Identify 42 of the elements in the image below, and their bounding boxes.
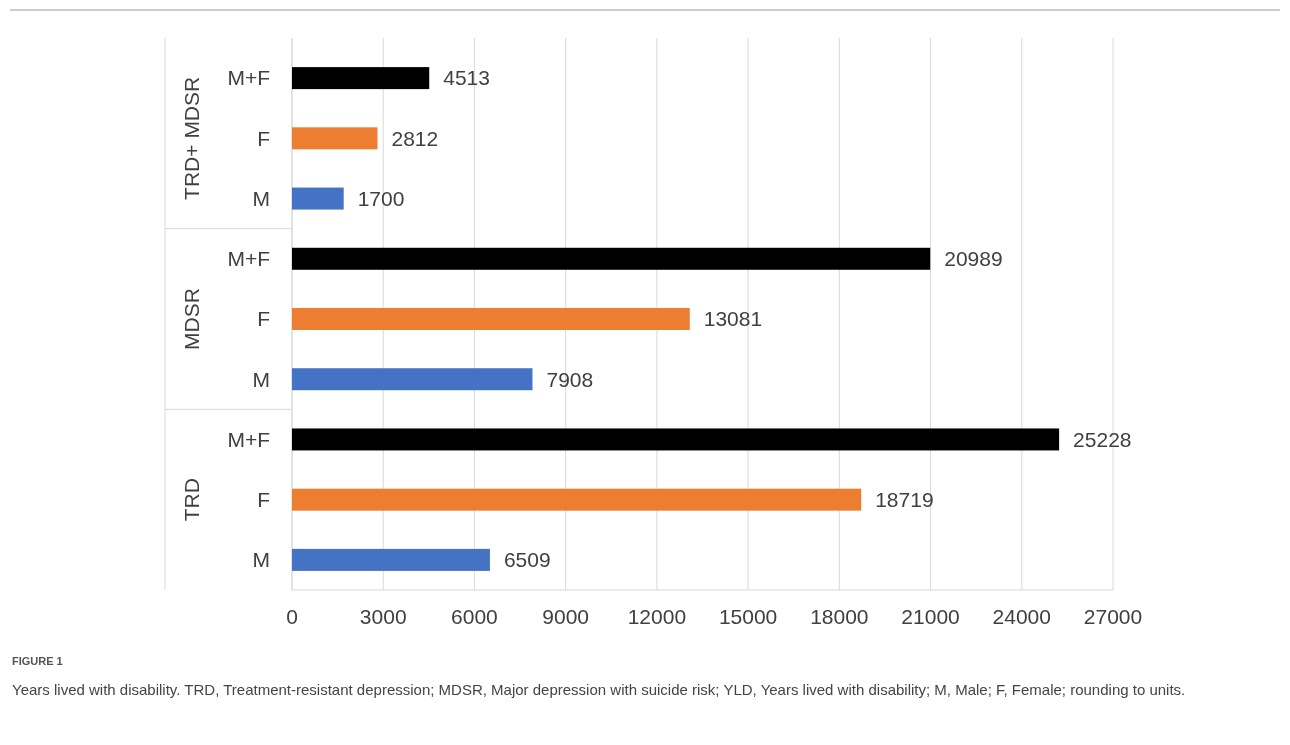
- x-tick-label: 9000: [542, 605, 590, 628]
- y-tick-label: M: [252, 367, 270, 391]
- data-label: 20989: [944, 247, 1003, 271]
- data-label: 25228: [1073, 427, 1132, 451]
- bar: [292, 428, 1060, 451]
- x-tick-label: 6000: [451, 605, 498, 628]
- text: Years lived with disability. TRD, Treatment-resistant depression; MDSR, Major depression with suicide risk; YLD, Years lived with disability; M, Male; F, Female; rounding to units.: [12, 680, 1187, 700]
- bar: [292, 187, 344, 210]
- text: MDSR: [180, 288, 204, 350]
- bar: [292, 548, 490, 571]
- x-tick-label: 0: [286, 605, 298, 628]
- y-tick-label: M+F: [227, 66, 270, 90]
- x-tick-label: 24000: [992, 605, 1051, 628]
- data-label: 4513: [443, 66, 490, 90]
- bar: [292, 368, 533, 391]
- y-tick-label: M+F: [227, 427, 270, 451]
- data-label: 6509: [503, 548, 551, 572]
- y-tick-label: M+F: [227, 247, 270, 271]
- data-label: 7908: [546, 367, 594, 391]
- bar: [292, 488, 862, 511]
- x-tick-label: 3000: [359, 605, 407, 628]
- bar: [292, 247, 931, 270]
- y-tick-label: M: [252, 548, 270, 572]
- x-tick-label: 12000: [627, 605, 687, 628]
- text: TRD+ MDSR: [180, 76, 204, 200]
- y-tick-label: M: [252, 186, 270, 210]
- bar: [292, 67, 430, 90]
- y-tick-label: F: [257, 126, 270, 150]
- text: FIGURE 1: [12, 655, 63, 667]
- x-tick-label: 27000: [1083, 605, 1143, 628]
- data-label: 1700: [357, 186, 405, 210]
- y-tick-label: F: [257, 307, 270, 331]
- x-tick-label: 18000: [810, 605, 869, 628]
- bar: [292, 127, 378, 150]
- y-tick-label: F: [257, 488, 270, 512]
- data-label: 2812: [391, 126, 439, 150]
- x-tick-label: 15000: [718, 605, 778, 628]
- text: TRD: [180, 478, 204, 522]
- x-tick-label: 21000: [901, 605, 960, 628]
- bar: [292, 308, 690, 330]
- data-label: 13081: [703, 307, 763, 331]
- data-label: 18719: [875, 488, 934, 512]
